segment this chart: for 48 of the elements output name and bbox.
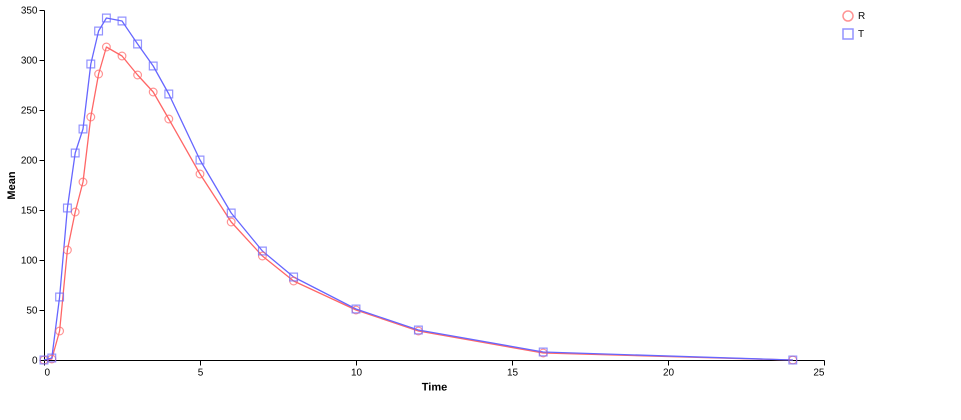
point bbox=[78, 178, 88, 186]
point bbox=[258, 252, 267, 260]
point bbox=[70, 148, 80, 158]
point bbox=[55, 326, 64, 336]
point bbox=[94, 26, 104, 36]
point bbox=[78, 124, 88, 134]
point bbox=[196, 156, 204, 164]
y-tick-label: 250 bbox=[20, 106, 38, 116]
point bbox=[86, 112, 96, 122]
point bbox=[226, 208, 236, 218]
x-tick-label: 0 bbox=[44, 368, 50, 378]
point bbox=[55, 292, 64, 302]
point bbox=[164, 90, 174, 98]
point bbox=[258, 246, 267, 256]
y-tick-label: 50 bbox=[26, 306, 38, 316]
point bbox=[196, 170, 204, 178]
point bbox=[289, 272, 298, 282]
point bbox=[102, 42, 111, 52]
point bbox=[289, 276, 298, 286]
y-tick-label: 100 bbox=[20, 256, 38, 266]
x-tick-label: 15 bbox=[506, 368, 518, 378]
point bbox=[226, 218, 236, 226]
point bbox=[164, 114, 174, 124]
point bbox=[118, 52, 126, 60]
point bbox=[94, 70, 104, 78]
legend-label: T bbox=[858, 29, 864, 40]
legend-label: R bbox=[858, 11, 866, 22]
point bbox=[133, 70, 142, 80]
point bbox=[86, 60, 96, 68]
x-tick-label: 5 bbox=[198, 368, 204, 378]
point bbox=[70, 208, 80, 216]
y-tick-label: 150 bbox=[20, 206, 38, 216]
y-tick-label: 300 bbox=[20, 56, 38, 66]
x-axis-title: Time bbox=[422, 382, 448, 394]
y-tick-label: 350 bbox=[20, 6, 38, 16]
x-tick-label: 20 bbox=[662, 368, 674, 378]
y-axis-title: Mean bbox=[6, 171, 18, 200]
x-tick-label: 25 bbox=[813, 368, 825, 378]
point bbox=[102, 14, 111, 22]
point bbox=[62, 204, 72, 212]
y-tick-label: 200 bbox=[20, 156, 38, 166]
point bbox=[133, 40, 142, 48]
point bbox=[62, 246, 72, 254]
point bbox=[118, 16, 126, 26]
y-tick-label: 0 bbox=[32, 356, 38, 366]
point bbox=[148, 88, 158, 96]
x-tick-label: 10 bbox=[350, 368, 362, 378]
point bbox=[148, 62, 158, 70]
